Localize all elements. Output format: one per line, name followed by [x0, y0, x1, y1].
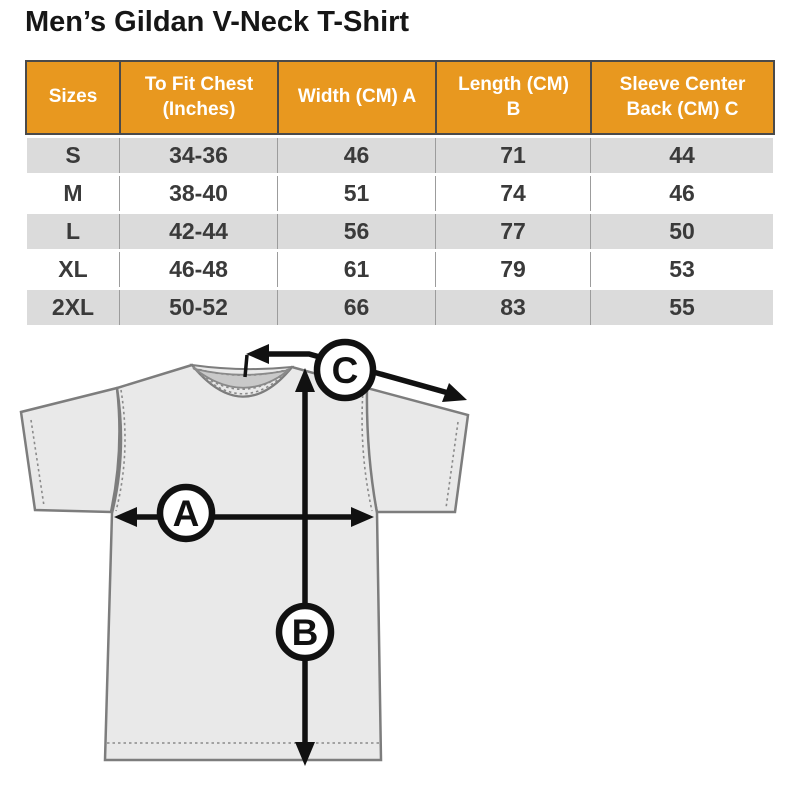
cell-size: S [65, 142, 81, 168]
cell-width: 66 [277, 290, 435, 325]
sleeve-arrow-line [260, 351, 453, 397]
table-row-m: M 38-40 51 74 46 [27, 173, 773, 211]
header-line: Back (CM) C [626, 98, 739, 120]
header-line: B [506, 98, 521, 120]
right-cuff-seam [445, 421, 459, 509]
header-line: To Fit Chest [144, 74, 254, 96]
cell-length: 74 [435, 176, 590, 211]
cell-sleeve: 53 [590, 252, 773, 287]
header-cell-chest: To Fit Chest (Inches) [119, 62, 277, 133]
length-marker-label: B [292, 612, 319, 653]
cell-sleeve: 44 [590, 138, 773, 173]
tshirt-left-sleeve [19, 386, 121, 514]
cell-size: L [65, 218, 81, 244]
cell-length: 77 [435, 214, 590, 249]
header-cell-width: Width (CM) A [277, 62, 435, 133]
cell-width: 61 [277, 252, 435, 287]
right-armhole-seam [361, 389, 373, 512]
cell-sleeve: 50 [590, 214, 773, 249]
table-row-s: S 34-36 46 71 44 [27, 135, 773, 173]
cell-sleeve: 55 [590, 290, 773, 325]
cell-size: XL [58, 256, 88, 282]
sleeve-arrowhead-right [442, 383, 467, 402]
cell-chest: 42-44 [119, 214, 277, 249]
header-cell-sleeve: Sleeve Center Back (CM) C [590, 62, 773, 133]
table-row-xl: XL 46-48 61 79 53 [27, 249, 773, 287]
cell-chest: 50-52 [119, 290, 277, 325]
size-chart-table: Sizes To Fit Chest (Inches) Width (CM) A… [25, 60, 775, 325]
cell-sleeve: 46 [590, 176, 773, 211]
header-cell-sizes: Sizes [27, 62, 119, 133]
cell-chest: 34-36 [119, 138, 277, 173]
header-line: Sleeve Center [619, 74, 746, 96]
cell-chest: 46-48 [119, 252, 277, 287]
cell-length: 71 [435, 138, 590, 173]
table-row-l: L 42-44 56 77 50 [27, 211, 773, 249]
header-line: Length (CM) [458, 74, 569, 96]
cell-width: 56 [277, 214, 435, 249]
page-title: Men’s Gildan V-Neck T-Shirt [25, 6, 410, 38]
cell-width: 51 [277, 176, 435, 211]
length-marker-circle [275, 602, 335, 662]
width-arrowhead-left [114, 507, 137, 527]
cell-length: 83 [435, 290, 590, 325]
width-arrowhead-right [351, 507, 374, 527]
header-line: (Inches) [162, 98, 236, 120]
cell-chest: 38-40 [119, 176, 277, 211]
tshirt-right-sleeve [364, 386, 470, 514]
left-armhole-seam [115, 389, 126, 512]
cell-size: M [63, 180, 83, 206]
cell-length: 79 [435, 252, 590, 287]
header-cell-length: Length (CM) B [435, 62, 590, 133]
sleeve-arrowhead-left [246, 344, 269, 364]
tshirt-measurement-diagram: A B C [0, 330, 500, 791]
collar-stitch-bottom [192, 366, 291, 395]
length-arrowhead-top [295, 368, 315, 392]
sleeve-marker-label: C [332, 350, 359, 391]
table-row-2xl: 2XL 50-52 66 83 55 [27, 287, 773, 325]
cell-width: 46 [277, 138, 435, 173]
left-cuff-seam [30, 419, 45, 507]
header-line: Sizes [48, 86, 98, 108]
table-header-row: Sizes To Fit Chest (Inches) Width (CM) A… [25, 60, 775, 135]
table-body: S 34-36 46 71 44 M 38-40 51 74 46 L 42-4… [25, 135, 775, 325]
width-marker-label: A [173, 493, 200, 534]
center-back-tick [243, 354, 249, 378]
sleeve-marker-circle [313, 338, 377, 402]
tshirt-graphic: A B C [19, 338, 470, 766]
header-line: Width (CM) A [297, 86, 417, 108]
tshirt-body [103, 363, 383, 762]
width-marker-circle [156, 483, 216, 543]
length-arrowhead-bottom [295, 742, 315, 766]
cell-size: 2XL [51, 294, 95, 320]
